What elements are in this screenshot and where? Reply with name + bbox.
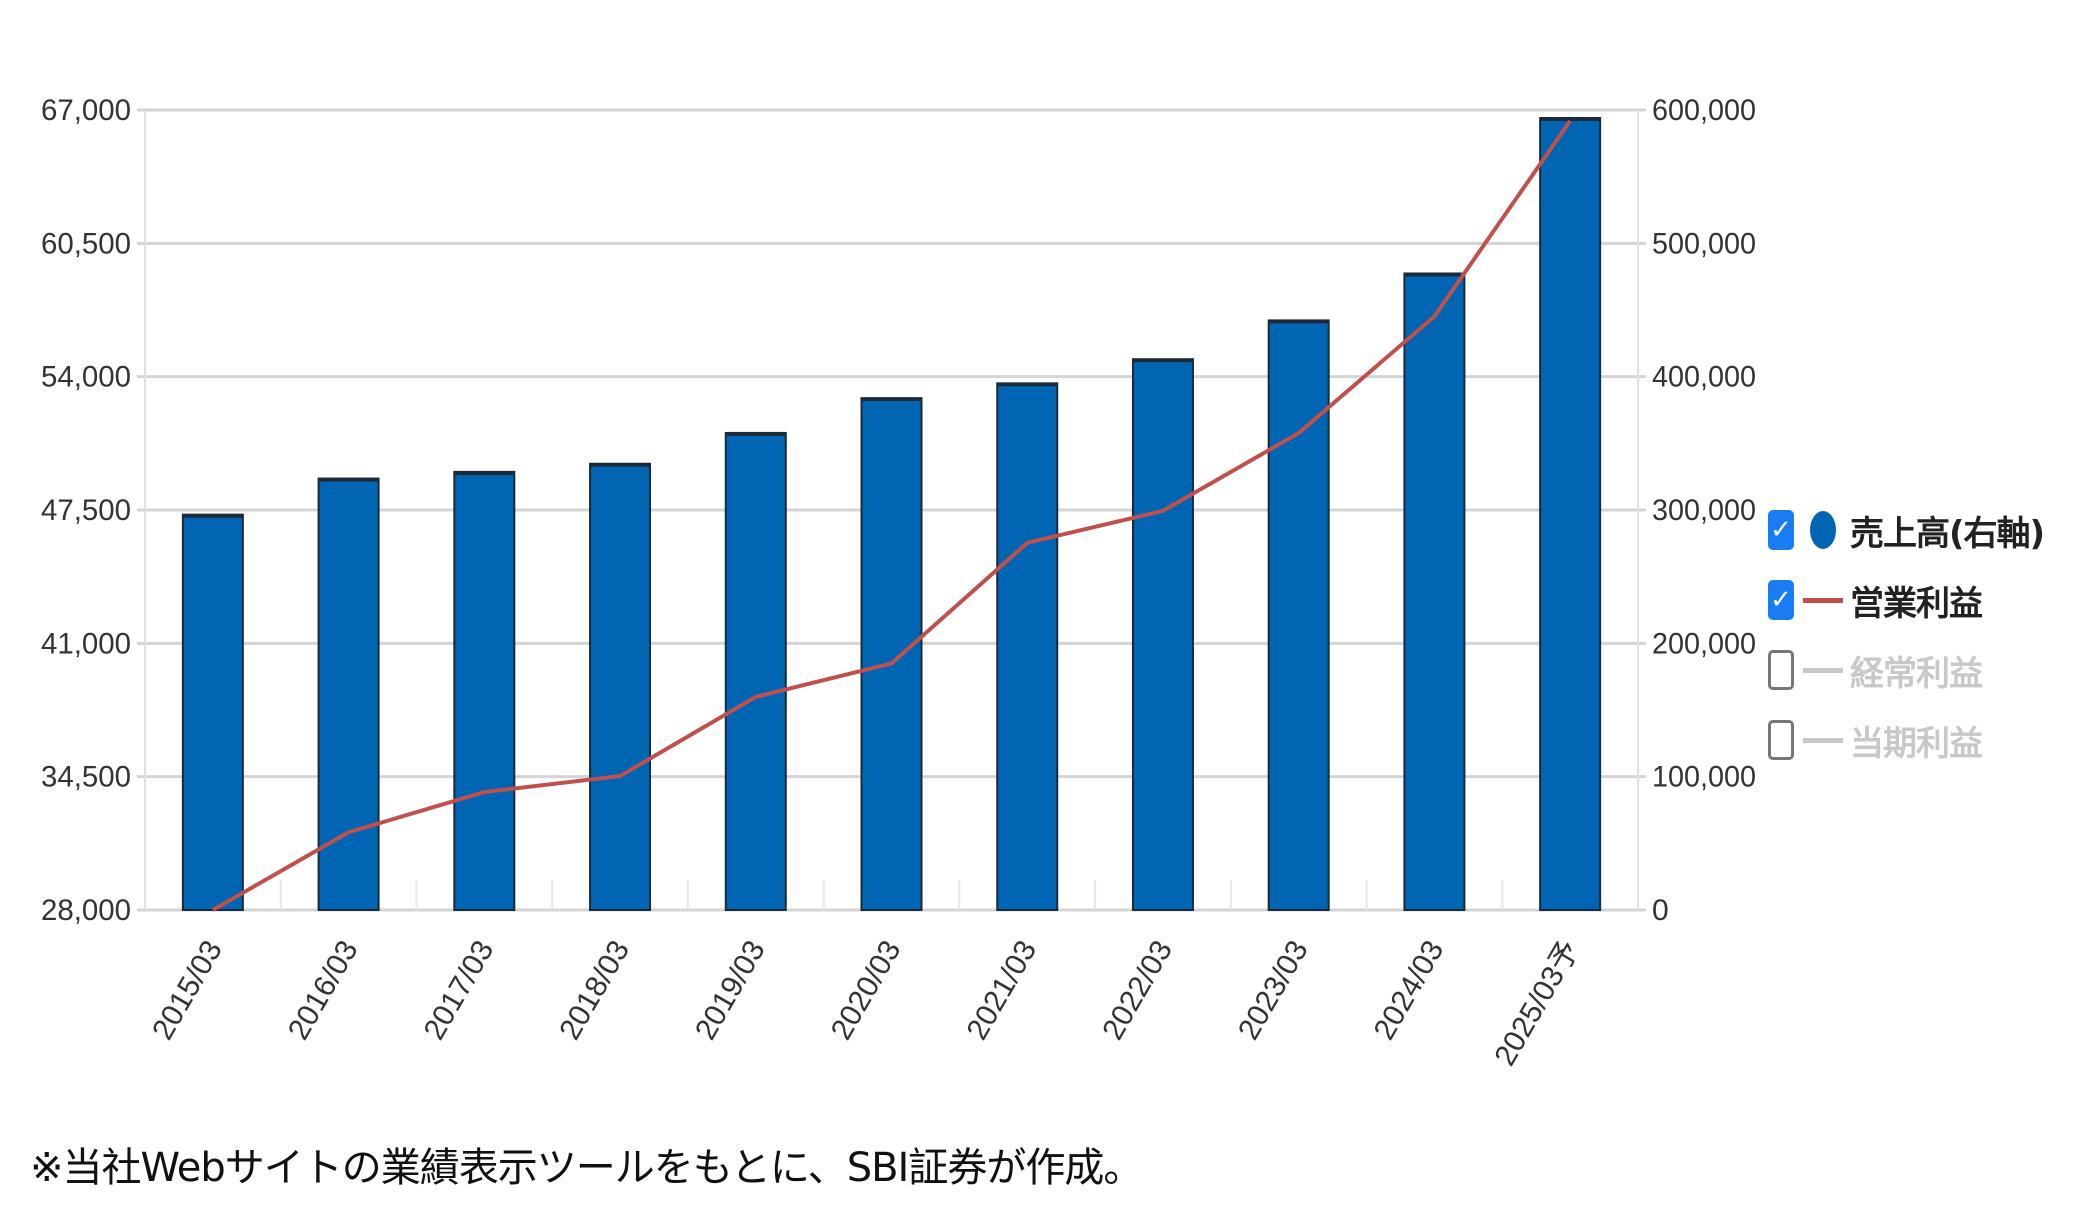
right-tick-label: 300,000 [1652,494,1756,527]
bar-top [861,398,922,402]
legend-item-operating-profit[interactable]: ✓ 営業利益 [1768,565,2044,635]
x-tick-label: 2023/03 [1232,935,1315,1045]
legend-item-sales[interactable]: ✓ 売上高(右軸) [1768,495,2045,565]
legend-item-ordinary-profit[interactable]: 経常利益 [1768,635,2044,705]
legend-label: 売上高(右軸) [1850,513,2045,554]
legend-label: 営業利益 [1850,583,1983,624]
bar [1131,358,1194,911]
footnote: ※当社Webサイトの業績表示ツールをもとに、SBI証券が作成。 [30,1145,1143,1191]
line-marker-icon [1803,598,1843,603]
line-marker-icon [1803,668,1843,673]
bar [589,462,652,911]
checkbox-unchecked-icon[interactable] [1768,720,1794,760]
checkbox-unchecked-icon[interactable] [1768,650,1794,690]
right-tick-label: 500,000 [1652,227,1756,260]
bar [1267,319,1330,911]
left-tick-label: 54,000 [41,361,131,394]
x-tick-label: 2024/03 [1368,935,1451,1045]
bar [453,470,516,911]
bar-top [1404,273,1465,277]
x-tick-label: 2015/03 [146,935,229,1045]
right-tick-label: 0 [1652,894,1669,927]
right-tick-label: 100,000 [1652,761,1756,794]
x-tick-label: 2018/03 [553,935,636,1045]
bar-top [182,514,243,518]
x-tick-label: 2021/03 [960,935,1043,1045]
bar-top [318,478,379,482]
left-tick-label: 47,500 [41,494,131,527]
legend-label: 当期利益 [1850,723,1983,764]
bar [1539,117,1602,911]
x-tick-label: 2020/03 [825,935,908,1045]
checkbox-checked-icon[interactable]: ✓ [1768,580,1794,620]
bar [860,397,923,911]
bar-top [725,432,786,436]
legend: ✓ 売上高(右軸) ✓ 営業利益 経常利益 当期利益 [1768,495,2045,775]
x-tick-label: 2025/03予 [1488,935,1586,1071]
circle-marker-icon [1810,511,1836,549]
line-marker-icon [1803,738,1843,743]
left-tick-label: 41,000 [41,627,131,660]
right-tick-label: 200,000 [1652,627,1756,660]
x-tick-label: 2017/03 [418,935,501,1045]
x-tick-label: 2016/03 [282,935,365,1045]
left-tick-label: 28,000 [41,894,131,927]
right-tick-label: 600,000 [1652,94,1756,127]
bar-top [1268,320,1329,324]
checkbox-checked-icon[interactable]: ✓ [1768,510,1794,550]
bar [724,431,787,911]
bar-top [454,471,515,475]
x-tick-label: 2022/03 [1096,935,1179,1045]
left-tick-label: 34,500 [41,761,131,794]
bar-top [1132,359,1193,363]
legend-item-net-profit[interactable]: 当期利益 [1768,705,2044,775]
bar-top [1540,118,1601,121]
bar [996,382,1059,912]
bar-top [590,463,651,467]
legend-label: 経常利益 [1850,653,1983,694]
bar [1403,272,1466,911]
bar [181,513,244,912]
right-tick-label: 400,000 [1652,361,1756,394]
left-tick-label: 67,000 [41,94,131,127]
left-tick-label: 60,500 [41,227,131,260]
x-tick-label: 2019/03 [689,935,772,1045]
bar-top [997,383,1058,387]
chart: 28,000 34,500 41,000 47,500 54,000 60,500 67,0… [41,94,1756,1071]
